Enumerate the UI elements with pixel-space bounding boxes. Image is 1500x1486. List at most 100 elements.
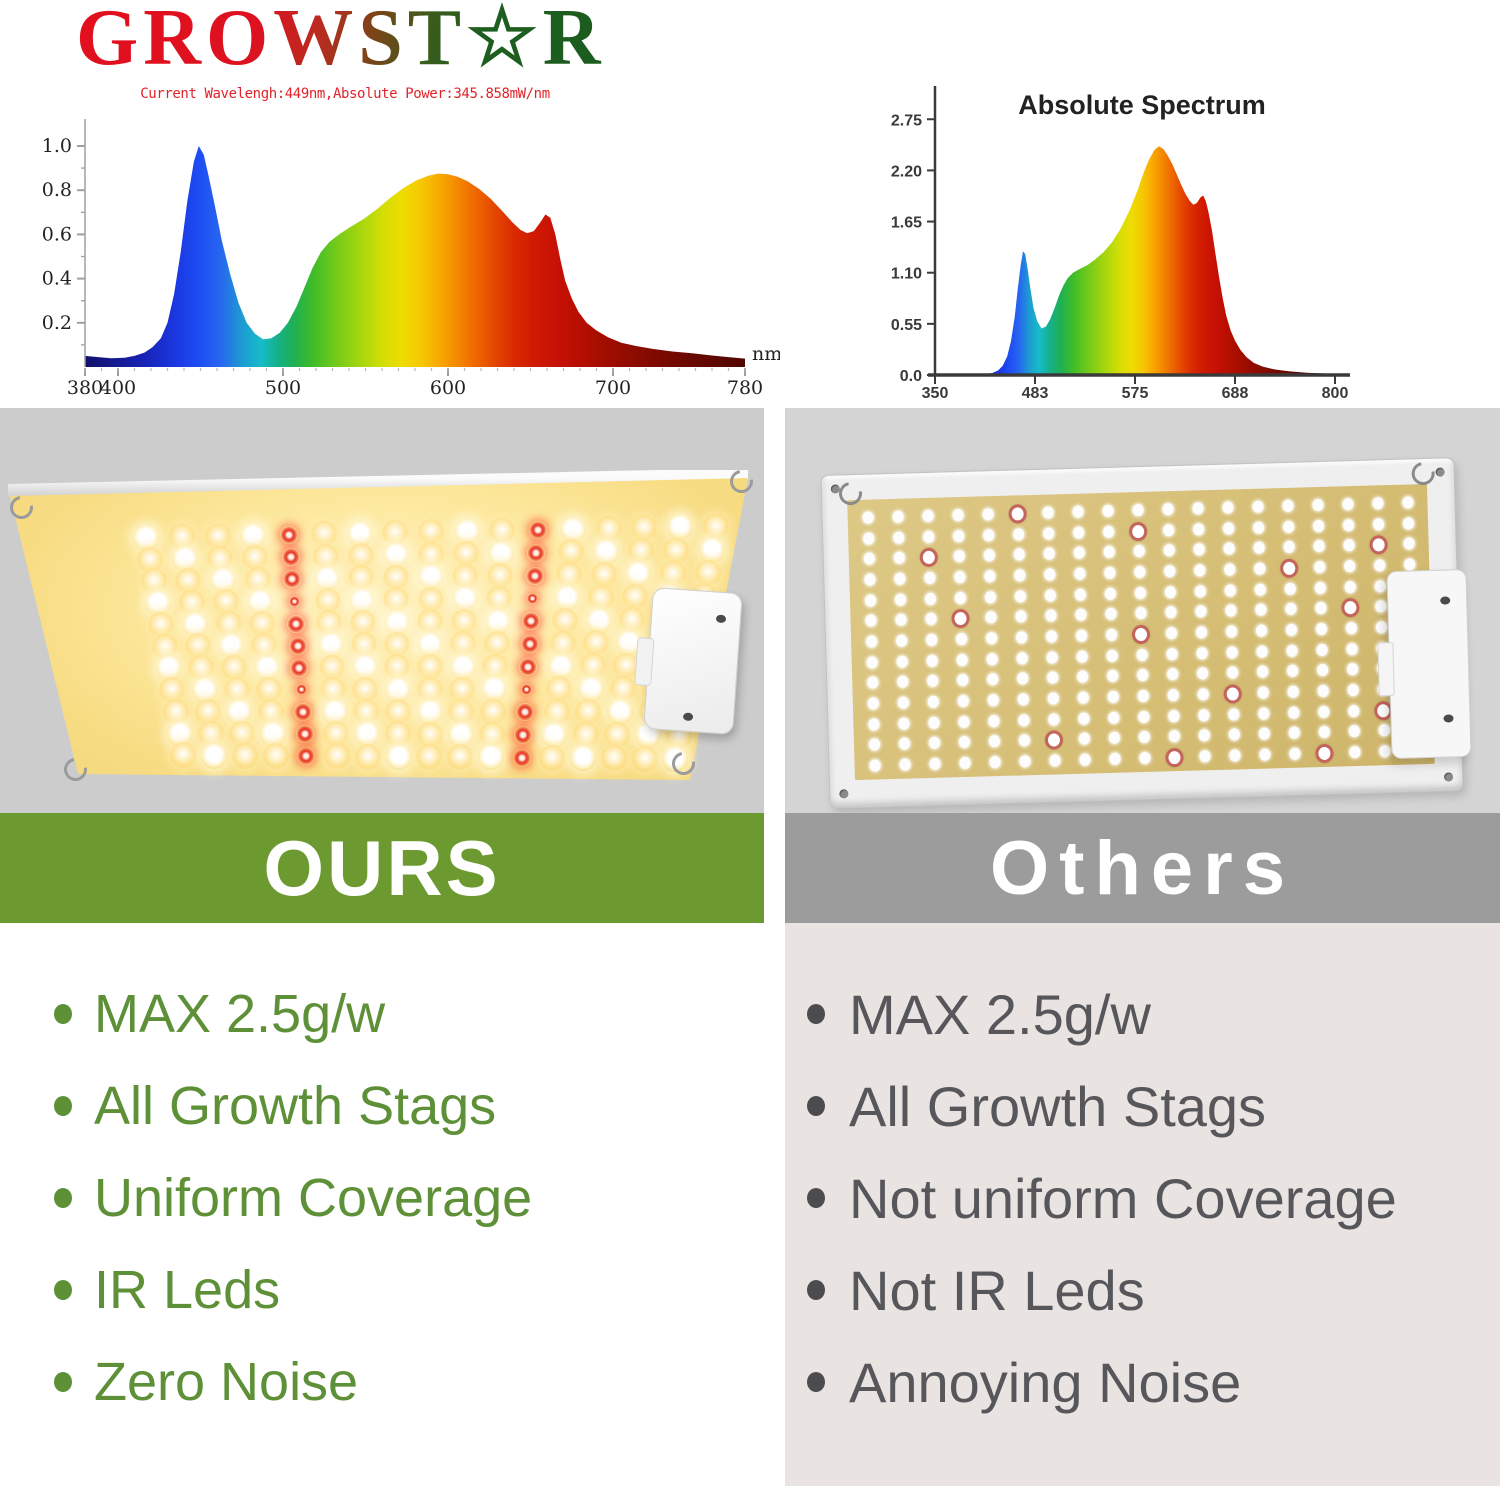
led-off-dot <box>1252 521 1264 534</box>
led-off-dot <box>1194 584 1206 598</box>
led-dot <box>212 589 239 616</box>
led-dot <box>448 699 475 726</box>
led-off-dot <box>891 510 904 523</box>
led-off-dot <box>985 652 998 666</box>
led-off-dot <box>1078 753 1091 766</box>
led-dot <box>151 633 178 660</box>
led-dot <box>575 699 602 726</box>
led-off-dot <box>1014 610 1027 623</box>
led-grid <box>8 470 748 802</box>
led-off-dot <box>1073 546 1085 560</box>
svg-text:688: 688 <box>1222 385 1249 402</box>
led-dot <box>354 721 381 748</box>
list-item: Uniform Coverage <box>0 1168 764 1228</box>
red-led-ring <box>1341 598 1360 618</box>
led-off-dot <box>1015 651 1028 665</box>
led-off-dot <box>1042 527 1054 540</box>
led-off-dot <box>924 592 936 605</box>
led-off-dot <box>1107 690 1119 703</box>
led-dot <box>549 630 576 657</box>
others-spectrum-chart: Absolute Spectrum 0.0 0.55 1.10 1.65 2.20 2.7… <box>891 86 1350 402</box>
screw-icon <box>682 712 694 722</box>
led-dot <box>593 538 620 565</box>
led-off-dot <box>862 532 874 545</box>
led-off-dot <box>1138 731 1150 744</box>
led-dot <box>577 676 604 703</box>
led-off-dot <box>987 694 999 707</box>
led-off-dot <box>1402 537 1415 551</box>
ir-led-dot <box>528 521 547 540</box>
led-dot <box>477 744 504 771</box>
led-off-dot <box>1013 548 1025 561</box>
ir-led-dot <box>286 614 305 633</box>
led-dot <box>226 698 253 725</box>
led-off-dot <box>1196 667 1208 680</box>
led-off-dot <box>1228 728 1240 741</box>
led-off-dot <box>868 759 881 772</box>
ours-feature-list: MAX 2.5g/w All Growth Stags Uniform Cove… <box>0 923 764 1486</box>
led-dot <box>353 699 380 726</box>
led-dot <box>215 611 242 638</box>
led-dot <box>447 744 474 771</box>
led-off-dot <box>1106 670 1118 683</box>
led-off-dot <box>896 675 908 689</box>
led-dot <box>322 721 349 748</box>
bullet-dot <box>54 1004 72 1024</box>
led-off-dot <box>1255 624 1267 637</box>
led-off-dot <box>1072 526 1084 539</box>
led-off-dot <box>1373 559 1385 572</box>
led-off-dot <box>952 529 964 542</box>
led-off-dot <box>1348 745 1361 759</box>
led-off-dot <box>1137 689 1149 703</box>
led-dot <box>447 721 474 748</box>
led-off-dot <box>1347 683 1359 697</box>
led-off-dot <box>1253 562 1265 575</box>
ir-led-dot <box>281 548 300 567</box>
ir-led-dot <box>527 544 546 562</box>
ir-led-dot <box>515 703 534 722</box>
led-off-dot <box>1282 541 1295 554</box>
led-dot <box>262 742 289 769</box>
led-off-dot <box>1168 730 1180 743</box>
led-dot <box>223 676 250 703</box>
led-dot <box>582 630 609 657</box>
red-led-ring <box>951 609 970 629</box>
led-off-dot <box>1045 630 1057 643</box>
led-off-dot <box>1314 602 1327 615</box>
screw-icon <box>715 614 727 624</box>
led-dot <box>383 564 410 591</box>
led-off-dot <box>1378 724 1390 737</box>
svg-text:1.10: 1.10 <box>891 266 922 283</box>
led-off-dot <box>1133 545 1145 558</box>
led-dot <box>600 745 627 772</box>
led-off-dot <box>985 632 997 645</box>
led-off-dot <box>1344 580 1356 593</box>
led-off-dot <box>1014 589 1026 603</box>
led-dot <box>253 654 280 681</box>
led-dot <box>698 536 725 563</box>
led-dot <box>556 562 583 589</box>
led-dot <box>312 543 339 570</box>
led-off-dot <box>863 573 876 586</box>
red-led-ring <box>1128 521 1148 541</box>
led-off-dot <box>1285 623 1297 636</box>
led-off-dot <box>1401 496 1414 509</box>
led-dot <box>352 676 379 703</box>
led-dot <box>580 653 607 680</box>
red-led-ring <box>1044 730 1064 751</box>
svg-text:483: 483 <box>1022 385 1049 402</box>
led-off-dot <box>1288 747 1301 760</box>
led-off-dot <box>927 695 939 709</box>
led-off-dot <box>951 508 964 522</box>
led-dot <box>349 587 376 614</box>
led-off-dot <box>1378 745 1391 758</box>
led-off-dot <box>1016 672 1028 685</box>
svg-text:2.75: 2.75 <box>891 112 922 129</box>
led-off-dot <box>1103 546 1115 559</box>
led-off-dot <box>866 656 878 669</box>
led-off-dot <box>1287 706 1299 719</box>
led-off-dot <box>1228 749 1241 762</box>
led-dot <box>628 538 655 565</box>
led-dot <box>449 654 476 680</box>
led-off-dot <box>1161 503 1174 516</box>
